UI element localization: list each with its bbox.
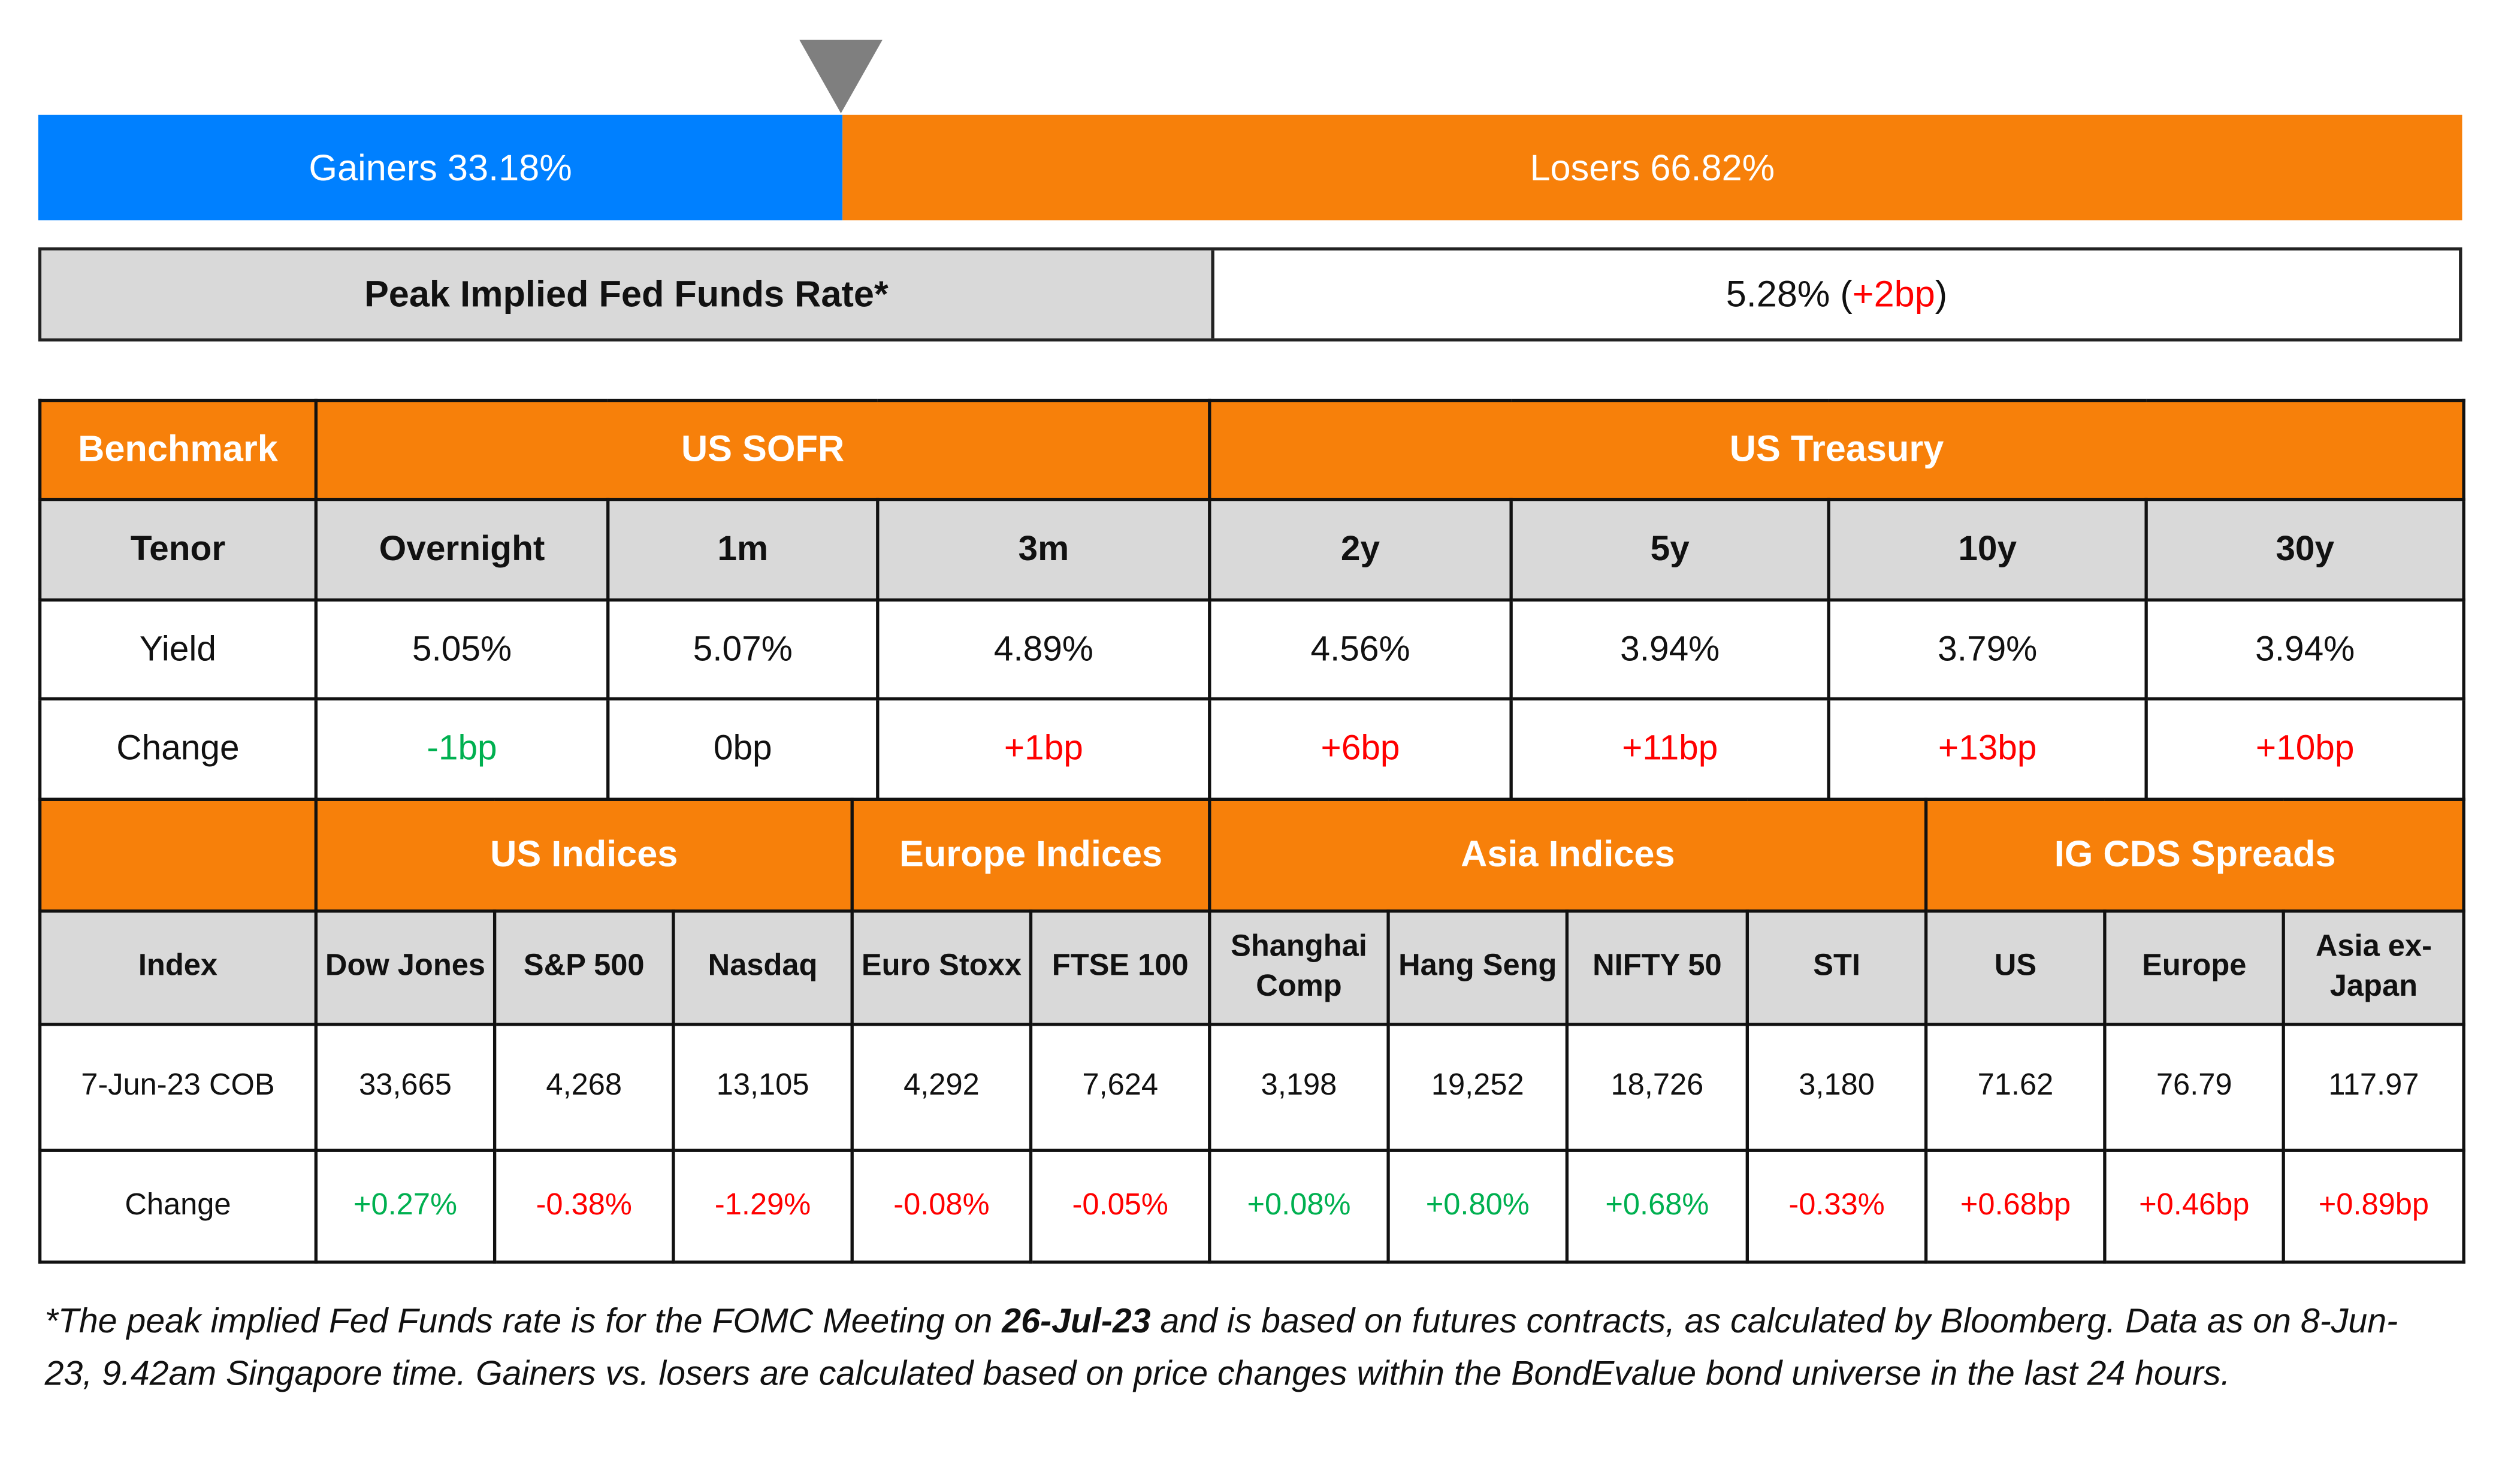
group-header: IG CDS Spreads: [1924, 797, 2466, 913]
index-cell: Euro Stoxx: [850, 909, 1033, 1026]
change-cell: +13bp: [1827, 697, 2148, 801]
row-label: Change: [38, 1148, 318, 1264]
tenor-cell: 2y: [1208, 497, 1513, 602]
change-cell: +0.68bp: [1924, 1148, 2107, 1264]
peak-close: ): [1935, 273, 1948, 315]
change-cell: +1bp: [876, 697, 1211, 801]
tenor-cell: 1m: [606, 497, 880, 602]
index-cell: Dow Jones: [314, 909, 497, 1026]
yield-cell: 3.94%: [2144, 598, 2465, 701]
values-cell: 3,180: [1745, 1023, 1928, 1152]
indices-table: US Indices Europe Indices Asia Indices IG C…: [38, 797, 2466, 1264]
group-header: US Treasury: [1208, 398, 2465, 501]
yield-cell: 3.79%: [1827, 598, 2148, 701]
values-cell: 71.62: [1924, 1023, 2107, 1152]
values-row: 7-Jun-23 COB 33,665 4,268 13,105 4,292 7,624 3…: [38, 1023, 2466, 1152]
group-header-row: US Indices Europe Indices Asia Indices IG C…: [38, 797, 2466, 913]
gainers-label: Gainers 33.18%: [309, 146, 572, 188]
values-cell: 4,292: [850, 1023, 1033, 1152]
row-label: Index: [38, 909, 318, 1026]
index-cell: Shanghai Comp: [1208, 909, 1390, 1026]
change-cell: 0bp: [606, 697, 880, 801]
yield-cell: 4.56%: [1208, 598, 1513, 701]
tenor-cell: 10y: [1827, 497, 2148, 602]
change-cell: +10bp: [2144, 697, 2465, 801]
footnote-text-2: and is based on futures contracts, as ca…: [44, 1302, 2398, 1394]
group-header: US Indices: [314, 797, 854, 913]
values-cell: 7,624: [1029, 1023, 1211, 1152]
change-cell: +0.27%: [314, 1148, 497, 1264]
index-cell: S&P 500: [492, 909, 675, 1026]
group-header: Europe Indices: [850, 797, 1211, 913]
index-cell: Nasdaq: [672, 909, 854, 1026]
values-cell: 33,665: [314, 1023, 497, 1152]
index-cell: US: [1924, 909, 2107, 1026]
row-label: Yield: [38, 598, 318, 701]
losers-label: Losers 66.82%: [1530, 146, 1775, 188]
yield-cell: 5.07%: [606, 598, 880, 701]
index-row: Index Dow Jones S&P 500 Nasdaq Euro Stoxx FTS…: [38, 909, 2466, 1026]
index-cell: Asia ex-Japan: [2282, 909, 2466, 1026]
group-header: US SOFR: [314, 398, 1211, 501]
change-cell: -1bp: [314, 697, 610, 801]
change-cell: +0.46bp: [2103, 1148, 2286, 1264]
footnote-text: *The peak implied Fed Funds rate is for …: [44, 1302, 1002, 1341]
row-label: Tenor: [38, 497, 318, 602]
yield-cell: 5.05%: [314, 598, 610, 701]
peak-value: 5.28% (+2bp): [1214, 250, 2459, 338]
change-row: Change -1bp 0bp +1bp +6bp +11bp +13bp +10bp: [38, 697, 2465, 801]
tenor-cell: 3m: [876, 497, 1211, 602]
losers-bar: Losers 66.82%: [842, 114, 2462, 220]
values-cell: 18,726: [1565, 1023, 1749, 1152]
group-header: Asia Indices: [1208, 797, 1928, 913]
row-label: Change: [38, 697, 318, 801]
change-cell: +0.68%: [1565, 1148, 1749, 1264]
triangle-down-icon: [799, 40, 883, 114]
group-header-row: Benchmark US SOFR US Treasury: [38, 398, 2465, 501]
values-cell: 76.79: [2103, 1023, 2286, 1152]
row-label: 7-Jun-23 COB: [38, 1023, 318, 1152]
change-row: Change +0.27% -0.38% -1.29% -0.08% -0.05% +0.0…: [38, 1148, 2466, 1264]
tenor-row: Tenor Overnight 1m 3m 2y 5y 10y 30y: [38, 497, 2465, 602]
index-cell: FTSE 100: [1029, 909, 1211, 1026]
change-cell: +6bp: [1208, 697, 1513, 801]
change-cell: +11bp: [1509, 697, 1830, 801]
yield-cell: 4.89%: [876, 598, 1211, 701]
change-cell: -0.05%: [1029, 1148, 1211, 1264]
index-cell: Hang Seng: [1386, 909, 1569, 1026]
tenor-cell: 30y: [2144, 497, 2465, 602]
tenor-cell: Overnight: [314, 497, 610, 602]
change-cell: +0.80%: [1386, 1148, 1569, 1264]
group-header: Benchmark: [38, 398, 318, 501]
group-header: [38, 797, 318, 913]
values-cell: 13,105: [672, 1023, 854, 1152]
change-cell: -0.33%: [1745, 1148, 1928, 1264]
index-cell: Europe: [2103, 909, 2286, 1026]
yield-row: Yield 5.05% 5.07% 4.89% 4.56% 3.94% 3.79% 3.94%: [38, 598, 2465, 701]
values-cell: 4,268: [492, 1023, 675, 1152]
yield-cell: 3.94%: [1509, 598, 1830, 701]
rates-table: Benchmark US SOFR US Treasury Tenor Overnigh…: [38, 398, 2465, 801]
peak-rate: 5.28% (: [1726, 273, 1853, 315]
footnote-date: 26-Jul-23: [1002, 1302, 1151, 1341]
gainers-bar: Gainers 33.18%: [38, 114, 843, 220]
tenor-cell: 5y: [1509, 497, 1830, 602]
footnote: *The peak implied Fed Funds rate is for …: [45, 1296, 2407, 1401]
values-cell: 3,198: [1208, 1023, 1390, 1152]
change-cell: -1.29%: [672, 1148, 854, 1264]
peak-fed-funds-box: Peak Implied Fed Funds Rate* 5.28% (+2bp…: [38, 247, 2462, 341]
change-cell: -0.08%: [850, 1148, 1033, 1264]
index-cell: NIFTY 50: [1565, 909, 1749, 1026]
change-cell: +0.89bp: [2282, 1148, 2466, 1264]
change-cell: +0.08%: [1208, 1148, 1390, 1264]
change-cell: -0.38%: [492, 1148, 675, 1264]
peak-label: Peak Implied Fed Funds Rate*: [41, 250, 1214, 338]
index-cell: STI: [1745, 909, 1928, 1026]
values-cell: 117.97: [2282, 1023, 2466, 1152]
peak-change: +2bp: [1852, 273, 1935, 315]
values-cell: 19,252: [1386, 1023, 1569, 1152]
